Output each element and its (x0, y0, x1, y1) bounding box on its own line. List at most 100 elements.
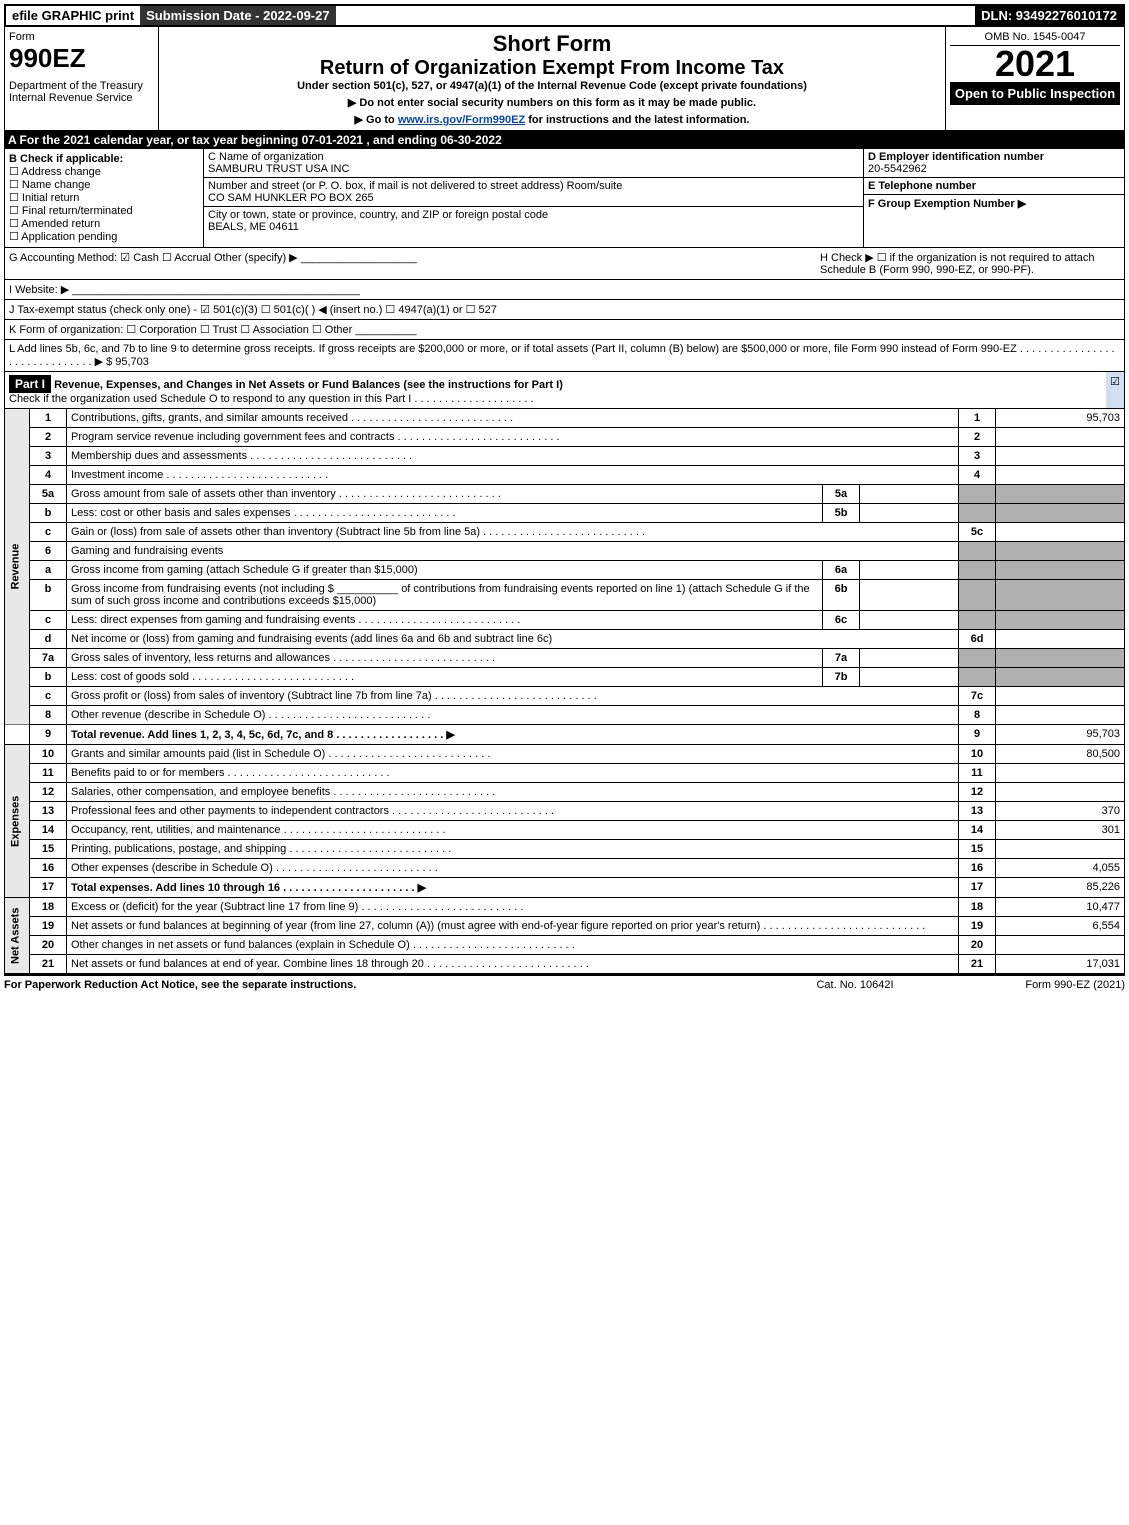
l17-desc: Total expenses. Add lines 10 through 16 … (71, 882, 426, 894)
l20-num: 20 (30, 936, 67, 955)
l19-num: 19 (30, 917, 67, 936)
l7b-shade2 (996, 668, 1125, 687)
goto-pre: ▶ Go to (355, 114, 398, 126)
header-mid: Short Form Return of Organization Exempt… (159, 27, 945, 130)
footer-form: Form 990-EZ (2021) (955, 979, 1125, 991)
l5b-sn: 5b (823, 504, 860, 523)
l6b-sv (860, 580, 959, 611)
dln: DLN: 93492276010172 (975, 6, 1123, 25)
line-6: 6 Gaming and fundraising events (5, 542, 1125, 561)
line-21: 21 Net assets or fund balances at end of… (5, 955, 1125, 974)
part-i-header: Part I Revenue, Expenses, and Changes in… (4, 372, 1125, 409)
l6-shade1 (959, 542, 996, 561)
l7a-shade1 (959, 649, 996, 668)
no-ssn-note: ▶ Do not enter social security numbers o… (163, 96, 941, 109)
ck-application-pending[interactable]: ☐ Application pending (9, 230, 199, 243)
d-ein: D Employer identification number 20-5542… (864, 149, 1124, 178)
line-4: 4 Investment income 4 (5, 466, 1125, 485)
l16-desc: Other expenses (describe in Schedule O) (71, 862, 438, 874)
c-city-val: BEALS, ME 04611 (208, 221, 299, 233)
l5a-sn: 5a (823, 485, 860, 504)
top-bar: efile GRAPHIC print Submission Date - 20… (4, 4, 1125, 27)
l12-num: 12 (30, 783, 67, 802)
l15-amt (996, 840, 1125, 859)
l6c-shade1 (959, 611, 996, 630)
l5c-num: c (30, 523, 67, 542)
l7c-desc: Gross profit or (loss) from sales of inv… (71, 690, 597, 702)
section-i: I Website: ▶ ___________________________… (4, 280, 1125, 300)
l5b-shade2 (996, 504, 1125, 523)
l8-num: 8 (30, 706, 67, 725)
form-header: Form 990EZ Department of the Treasury In… (4, 27, 1125, 131)
side-blank-9 (5, 725, 30, 745)
l10-amt: 80,500 (996, 745, 1125, 764)
header-right: OMB No. 1545-0047 2021 Open to Public In… (945, 27, 1124, 130)
l6c-sn: 6c (823, 611, 860, 630)
l7c-num: c (30, 687, 67, 706)
line-18: Net Assets 18 Excess or (deficit) for th… (5, 898, 1125, 917)
l7a-sn: 7a (823, 649, 860, 668)
l8-desc: Other revenue (describe in Schedule O) (71, 709, 430, 721)
l6a-shade2 (996, 561, 1125, 580)
l5a-desc: Gross amount from sale of assets other t… (71, 488, 501, 500)
header-left: Form 990EZ Department of the Treasury In… (5, 27, 159, 130)
l19-desc: Net assets or fund balances at beginning… (71, 920, 925, 932)
l21-desc: Net assets or fund balances at end of ye… (71, 958, 589, 970)
line-10: Expenses 10 Grants and similar amounts p… (5, 745, 1125, 764)
irs-link[interactable]: www.irs.gov/Form990EZ (398, 114, 525, 126)
l4-amt (996, 466, 1125, 485)
l6d-desc: Net income or (loss) from gaming and fun… (67, 630, 959, 649)
e-phone: E Telephone number (864, 178, 1124, 195)
l9-desc: Total revenue. Add lines 1, 2, 3, 4, 5c,… (71, 729, 455, 741)
l13-amt: 370 (996, 802, 1125, 821)
l5a-shade1 (959, 485, 996, 504)
c-name-lbl: C Name of organization (208, 151, 324, 163)
l12-desc: Salaries, other compensation, and employ… (71, 786, 495, 798)
l6b-shade1 (959, 580, 996, 611)
ck-name-change[interactable]: ☐ Name change (9, 178, 199, 191)
l16-code: 16 (959, 859, 996, 878)
l6b-sn: 6b (823, 580, 860, 611)
line-3: 3 Membership dues and assessments 3 (5, 447, 1125, 466)
l17-num: 17 (30, 878, 67, 898)
l10-num: 10 (30, 745, 67, 764)
l11-code: 11 (959, 764, 996, 783)
l7a-desc: Gross sales of inventory, less returns a… (71, 652, 495, 664)
l18-code: 18 (959, 898, 996, 917)
l5b-shade1 (959, 504, 996, 523)
ck-amended-return[interactable]: ☐ Amended return (9, 217, 199, 230)
section-l: L Add lines 5b, 6c, and 7b to line 9 to … (4, 340, 1125, 372)
l7b-sv (860, 668, 959, 687)
l7b-num: b (30, 668, 67, 687)
l12-amt (996, 783, 1125, 802)
ck-initial-return[interactable]: ☐ Initial return (9, 191, 199, 204)
return-title: Return of Organization Exempt From Incom… (163, 57, 941, 80)
l9-code: 9 (959, 725, 996, 745)
section-b: B Check if applicable: ☐ Address change … (5, 149, 204, 247)
l14-num: 14 (30, 821, 67, 840)
line-5c: c Gain or (loss) from sale of assets oth… (5, 523, 1125, 542)
line-8: 8 Other revenue (describe in Schedule O)… (5, 706, 1125, 725)
section-g: G Accounting Method: ☑ Cash ☐ Accrual Ot… (9, 251, 820, 276)
goto-post: for instructions and the latest informat… (525, 114, 749, 126)
l2-amt (996, 428, 1125, 447)
part-i-checkbox[interactable]: ☑ (1106, 372, 1124, 408)
part-i-label: Part I (9, 375, 51, 393)
l7a-shade2 (996, 649, 1125, 668)
l5c-code: 5c (959, 523, 996, 542)
l12-code: 12 (959, 783, 996, 802)
l5c-amt (996, 523, 1125, 542)
l5b-num: b (30, 504, 67, 523)
line-5a: 5a Gross amount from sale of assets othe… (5, 485, 1125, 504)
line-5b: b Less: cost or other basis and sales ex… (5, 504, 1125, 523)
efile-print[interactable]: efile GRAPHIC print (6, 6, 140, 25)
under-section: Under section 501(c), 527, or 4947(a)(1)… (163, 80, 941, 92)
l20-desc: Other changes in net assets or fund bala… (71, 939, 575, 951)
part-i-check-txt: Check if the organization used Schedule … (9, 393, 534, 405)
page-footer: For Paperwork Reduction Act Notice, see … (4, 974, 1125, 994)
l15-code: 15 (959, 840, 996, 859)
l6c-sv (860, 611, 959, 630)
ck-address-change[interactable]: ☐ Address change (9, 165, 199, 178)
l5b-sv (860, 504, 959, 523)
ck-final-return[interactable]: ☐ Final return/terminated (9, 204, 199, 217)
